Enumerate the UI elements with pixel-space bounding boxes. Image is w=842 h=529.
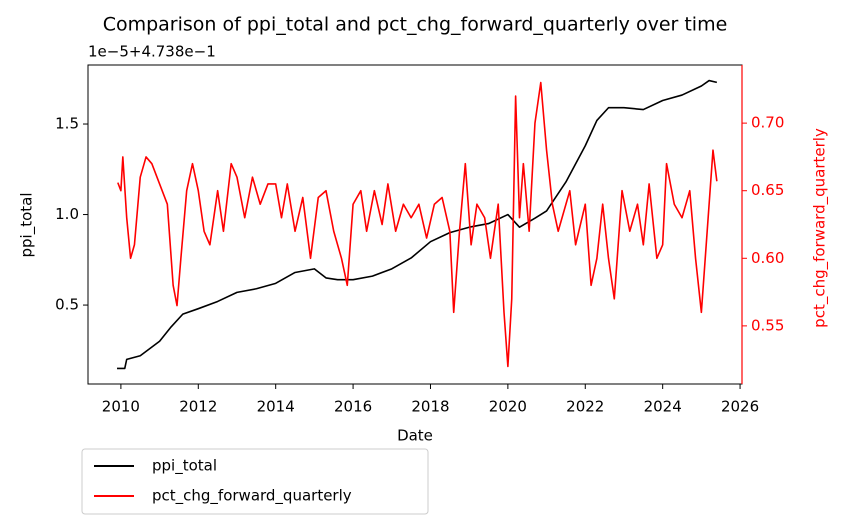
legend-label: ppi_total	[152, 457, 217, 476]
plot-frame	[87, 64, 743, 385]
y-tick-label: 1.5	[55, 115, 79, 133]
y-tick-label: 0.5	[55, 296, 79, 314]
y-tick-label: 1.0	[55, 205, 79, 223]
y2-axis-label: pct_chg_forward_quarterly	[811, 128, 830, 328]
y2-tick-label: 0.65	[751, 181, 784, 199]
y-offset-label: 1e−5+4.738e−1	[88, 43, 216, 61]
x-tick-label: 2022	[566, 398, 604, 416]
x-tick-label: 2018	[411, 398, 449, 416]
y2-tick-label: 0.70	[751, 114, 784, 132]
x-tick-label: 2012	[179, 398, 217, 416]
x-tick-label: 2010	[102, 398, 140, 416]
chart-title: Comparison of ppi_total and pct_chg_forw…	[103, 14, 728, 36]
series-line	[117, 79, 718, 370]
x-tick-label: 2014	[257, 398, 295, 416]
x-tick-label: 2024	[644, 398, 682, 416]
y2-tick-label: 0.55	[751, 316, 784, 334]
y2-tick-label: 0.60	[751, 249, 784, 267]
x-tick-label: 2020	[489, 398, 527, 416]
y-axis-label: ppi_total	[18, 192, 37, 257]
x-axis-label: Date	[397, 427, 433, 445]
x-tick-label: 2026	[721, 398, 759, 416]
legend-label: pct_chg_forward_quarterly	[152, 487, 352, 506]
legend-box	[81, 448, 429, 515]
series-line	[117, 81, 718, 368]
x-tick-label: 2016	[334, 398, 372, 416]
